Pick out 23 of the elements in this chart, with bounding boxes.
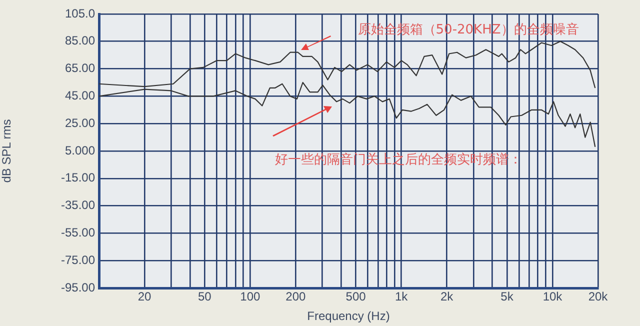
y-tick-label: 5.000: [64, 143, 96, 158]
y-tick-label: -35.00: [60, 198, 96, 212]
x-axis-title: Frequency (Hz): [307, 309, 390, 324]
x-tick-label: 100: [240, 290, 260, 304]
y-tick-label: -95.00: [60, 280, 96, 294]
x-tick-label: 200: [286, 290, 306, 304]
x-tick-label: 20: [138, 290, 152, 304]
x-tick-label: 5k: [500, 290, 514, 304]
y-tick-label: 85.00: [64, 34, 96, 48]
y-tick-label: 45.00: [64, 88, 96, 103]
x-tick-label: 10k: [542, 290, 564, 304]
y-tick-label: -75.00: [60, 252, 96, 267]
y-tick-label: 105.0: [64, 6, 96, 20]
y-tick-label: 25.00: [64, 116, 96, 130]
y-tick-label: -55.00: [60, 226, 96, 240]
y-tick-label: 65.00: [64, 61, 96, 76]
y-tick-label: -15.00: [60, 170, 96, 185]
x-tick-label: 20k: [588, 290, 609, 304]
x-tick-label: 500: [346, 290, 366, 304]
x-tick-label: 2k: [440, 290, 454, 304]
y-axis-title: dB SPL rms: [0, 119, 14, 183]
x-tick-label: 50: [198, 290, 212, 304]
x-tick-label: 1k: [394, 290, 409, 304]
